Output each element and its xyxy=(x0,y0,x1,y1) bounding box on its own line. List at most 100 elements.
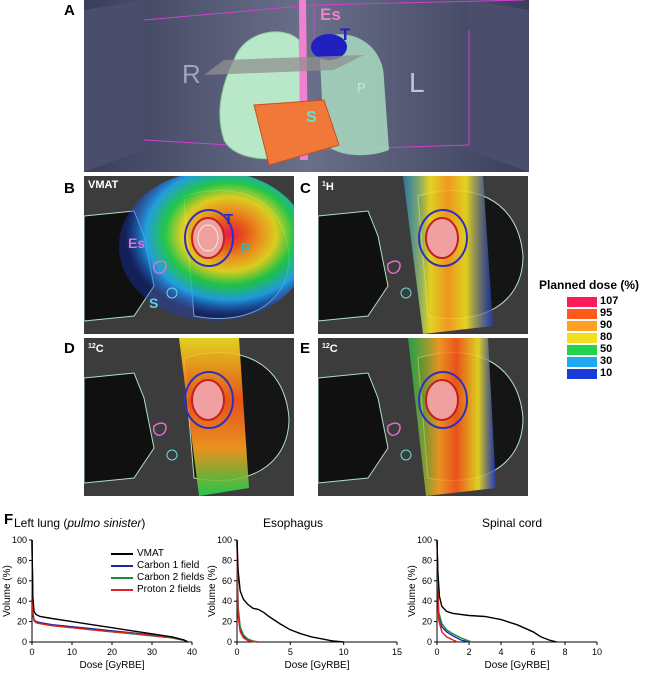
panel-d-title-sup: 12 xyxy=(88,343,96,350)
line-legend-label: Carbon 2 fields xyxy=(137,572,205,583)
y-tick-label: 100 xyxy=(217,535,232,545)
panel-d-carbon: 12C xyxy=(84,338,294,496)
chart-1-title-prefix: Left lung ( xyxy=(14,516,68,530)
panel-c-graphic: 1H xyxy=(318,176,528,334)
line-legend-swatch xyxy=(111,553,133,555)
panel-letter-e: E xyxy=(300,340,311,357)
x-tick-label: 0 xyxy=(234,647,239,657)
panel-b-label-t: T xyxy=(224,211,233,228)
x-tick-label: 30 xyxy=(147,647,157,657)
y-tick-label: 100 xyxy=(12,535,27,545)
chart-1-title: Left lung (pulmo sinister) xyxy=(14,516,145,530)
y-tick-label: 40 xyxy=(222,596,232,606)
chart-2: 0 20 40 60 80 100 0 5 10 15 Dose [GyRBE] Volume (%) xyxy=(205,528,410,679)
dose-legend-title: Planned dose (%) xyxy=(539,278,640,292)
x-tick-label: 4 xyxy=(498,647,503,657)
y-tick-label: 60 xyxy=(222,576,232,586)
panel-b-title: VMAT xyxy=(88,179,119,191)
x-tick-label: 8 xyxy=(562,647,567,657)
panel-b-label-es: Es xyxy=(128,235,145,251)
line-legend-swatch xyxy=(111,589,133,591)
line-legend-swatch xyxy=(111,577,133,579)
x-tick-label: 6 xyxy=(530,647,535,657)
y-tick-label: 60 xyxy=(422,576,432,586)
panel-b-graphic: VMAT Es T P S xyxy=(84,176,294,334)
y-tick-label: 0 xyxy=(227,637,232,647)
dose-legend-value: 95 xyxy=(600,307,613,319)
dose-legend-value: 50 xyxy=(600,343,613,355)
panel-c-title-sup: 1 xyxy=(322,181,326,188)
chart-3: 0 20 40 60 80 100 0 2 4 6 8 10 Dose [GyRBE] Volume (%… xyxy=(405,528,610,679)
dose-legend-value: 30 xyxy=(600,355,613,367)
dose-legend-swatch xyxy=(567,309,597,319)
panel-a-label-r: R xyxy=(182,59,201,89)
line-legend-label: Proton 2 fields xyxy=(137,584,201,595)
dose-legend-swatch xyxy=(567,345,597,355)
line-legend-item: VMAT xyxy=(111,548,204,560)
panel-b-label-s: S xyxy=(149,295,158,311)
panel-e-title: C xyxy=(330,343,338,355)
panel-letter-f: F xyxy=(4,511,14,528)
series-line-vmat xyxy=(436,539,558,643)
y-tick-label: 0 xyxy=(22,637,27,647)
dose-legend-swatch xyxy=(567,297,597,307)
panel-d-graphic: 12C xyxy=(84,338,294,496)
panel-c-title: H xyxy=(326,181,334,193)
x-tick-label: 20 xyxy=(107,647,117,657)
panel-letter-d: D xyxy=(64,340,75,357)
y-tick-label: 20 xyxy=(17,617,27,627)
panel-a-label-l: L xyxy=(409,67,425,98)
panel-c-proton: 1H xyxy=(318,176,528,334)
panel-letter-b: B xyxy=(64,180,75,197)
svg-text:12C: 12C xyxy=(322,343,338,355)
svg-text:12C: 12C xyxy=(88,343,104,355)
x-tick-label: 15 xyxy=(392,647,402,657)
y-axis-label: Volume (%) xyxy=(407,565,418,617)
y-tick-label: 80 xyxy=(422,555,432,565)
series-line-proton-2-fields xyxy=(236,539,259,643)
panel-a-graphic: Es T R L P S xyxy=(84,0,529,172)
chart-1: 0 20 40 60 80 100 0 10 20 30 40 Dose [GyRBE] Volume … xyxy=(0,528,205,679)
panel-a-3d-render: Es T R L P S xyxy=(84,0,529,172)
y-tick-label: 20 xyxy=(422,617,432,627)
x-tick-label: 10 xyxy=(339,647,349,657)
series-line-carbon-1-field xyxy=(436,539,470,643)
chart-3-svg: 0 20 40 60 80 100 0 2 4 6 8 10 Dose [GyRBE] Volume (%… xyxy=(407,535,602,671)
y-tick-label: 0 xyxy=(427,637,432,647)
panel-a-label-t: T xyxy=(340,25,351,44)
line-legend-item: Carbon 1 field xyxy=(111,560,204,572)
panel-letter-a: A xyxy=(64,2,75,19)
chart-1-title-suffix: ) xyxy=(141,516,146,530)
panel-letter-c: C xyxy=(300,180,311,197)
dose-legend-value: 107 xyxy=(600,295,619,307)
series-line-proton-2-fields xyxy=(436,539,459,643)
x-tick-label: 2 xyxy=(466,647,471,657)
panel-a-label-es: Es xyxy=(320,5,341,24)
panel-a-label-p: P xyxy=(357,80,366,95)
dose-legend-swatch xyxy=(567,333,597,343)
panel-e-carbon: 12C xyxy=(318,338,528,496)
x-tick-label: 10 xyxy=(67,647,77,657)
chart-1-svg: 0 20 40 60 80 100 0 10 20 30 40 Dose [GyRBE] Volume … xyxy=(2,535,197,671)
x-tick-label: 40 xyxy=(187,647,197,657)
panel-a-label-s: S xyxy=(306,109,317,126)
x-tick-label: 10 xyxy=(592,647,602,657)
dose-legend-swatch xyxy=(567,369,597,379)
y-axis-label: Volume (%) xyxy=(2,565,13,617)
series-line-vmat xyxy=(236,539,344,643)
line-legend-swatch xyxy=(111,565,133,567)
series-line-vmat xyxy=(31,539,189,643)
y-tick-label: 20 xyxy=(222,617,232,627)
panel-e-title-sup: 12 xyxy=(322,343,330,350)
x-tick-label: 0 xyxy=(29,647,34,657)
y-axis-label: Volume (%) xyxy=(207,565,218,617)
x-axis-label: Dose [GyRBE] xyxy=(79,660,144,671)
panel-d-title: C xyxy=(96,343,104,355)
panel-b-label-p: P xyxy=(241,240,251,257)
y-tick-label: 80 xyxy=(222,555,232,565)
dose-legend-value: 80 xyxy=(600,331,613,343)
chart-2-title: Esophagus xyxy=(263,516,324,530)
dose-legend-swatch xyxy=(567,357,597,367)
chart-2-svg: 0 20 40 60 80 100 0 5 10 15 Dose [GyRBE] Volume (%) xyxy=(207,535,402,671)
svg-text:1H: 1H xyxy=(322,181,334,193)
